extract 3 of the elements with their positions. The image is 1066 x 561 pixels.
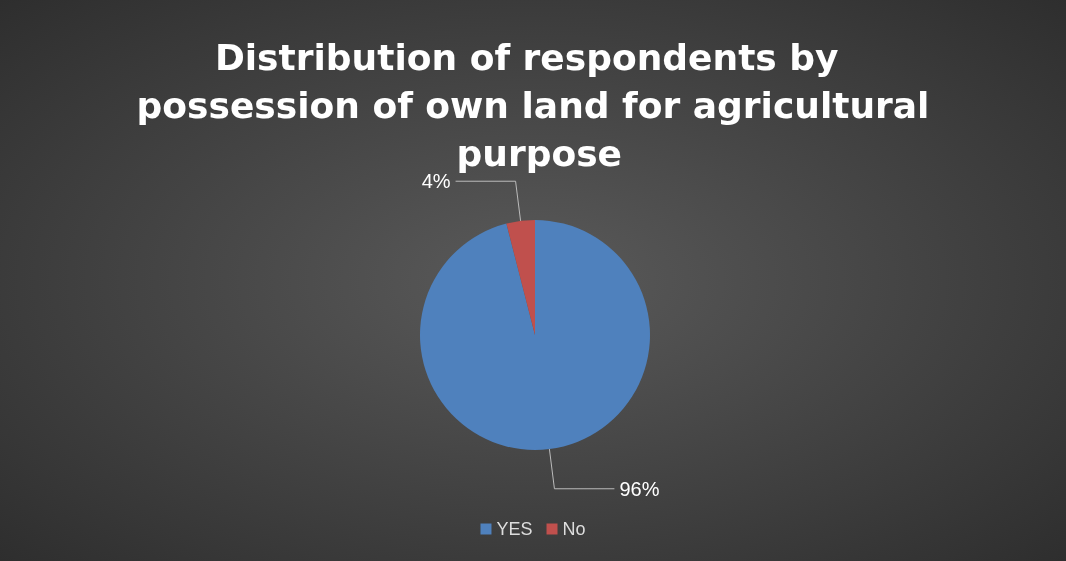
legend-label: No [562,519,586,539]
data-label: 96% [619,477,660,500]
legend-label: YES [496,519,533,539]
